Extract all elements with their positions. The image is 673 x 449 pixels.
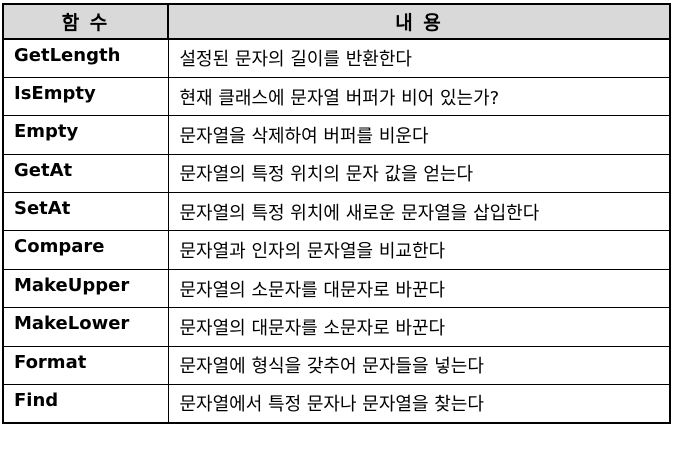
header-description: 내 용 bbox=[167, 3, 671, 40]
description-cell: 현재 클래스에 문자열 버퍼가 비어 있는가? bbox=[167, 76, 671, 117]
function-name-cell: Format bbox=[2, 345, 169, 386]
table-row: MakeLower 문자열의 대문자를 소문자로 바꾼다 bbox=[2, 307, 671, 347]
function-name-cell: MakeUpper bbox=[2, 268, 169, 309]
function-name-cell: Empty bbox=[2, 115, 169, 155]
table-row: SetAt 문자열의 특정 위치에 새로운 문자열을 삽입한다 bbox=[2, 192, 671, 232]
table-row: GetLength 설정된 문자의 길이를 반환한다 bbox=[2, 38, 671, 78]
function-table: 함 수 내 용 GetLength 설정된 문자의 길이를 반환한다 IsEmp… bbox=[2, 3, 671, 424]
table-row: Compare 문자열과 인자의 문자열을 비교한다 bbox=[2, 230, 671, 270]
function-name-cell: Compare bbox=[2, 230, 169, 270]
function-table-container: 함 수 내 용 GetLength 설정된 문자의 길이를 반환한다 IsEmp… bbox=[2, 3, 671, 445]
table-row: GetAt 문자열의 특정 위치의 문자 값을 얻는다 bbox=[2, 153, 671, 194]
description-cell: 문자열의 특정 위치의 문자 값을 얻는다 bbox=[167, 153, 671, 194]
function-name-cell: Find bbox=[2, 384, 169, 424]
description-cell: 문자열의 특정 위치에 새로운 문자열을 삽입한다 bbox=[167, 192, 671, 232]
function-name-cell: SetAt bbox=[2, 192, 169, 232]
description-cell: 설정된 문자의 길이를 반환한다 bbox=[167, 38, 671, 78]
table-header-row: 함 수 내 용 bbox=[2, 3, 671, 40]
function-name-cell: IsEmpty bbox=[2, 76, 169, 117]
description-cell: 문자열의 소문자를 대문자로 바꾼다 bbox=[167, 268, 671, 309]
table-row: Find 문자열에서 특정 문자나 문자열을 찾는다 bbox=[2, 384, 671, 424]
description-cell: 문자열에 형식을 갖추어 문자들을 넣는다 bbox=[167, 345, 671, 386]
table-row: Empty 문자열을 삭제하여 버퍼를 비운다 bbox=[2, 115, 671, 155]
description-cell: 문자열을 삭제하여 버퍼를 비운다 bbox=[167, 115, 671, 155]
header-function: 함 수 bbox=[2, 3, 169, 40]
table-row: Format 문자열에 형식을 갖추어 문자들을 넣는다 bbox=[2, 345, 671, 386]
function-name-cell: GetAt bbox=[2, 153, 169, 194]
description-cell: 문자열에서 특정 문자나 문자열을 찾는다 bbox=[167, 384, 671, 424]
function-name-cell: MakeLower bbox=[2, 307, 169, 347]
table-row: MakeUpper 문자열의 소문자를 대문자로 바꾼다 bbox=[2, 268, 671, 309]
function-name-cell: GetLength bbox=[2, 38, 169, 78]
table-row: IsEmpty 현재 클래스에 문자열 버퍼가 비어 있는가? bbox=[2, 76, 671, 117]
description-cell: 문자열의 대문자를 소문자로 바꾼다 bbox=[167, 307, 671, 347]
description-cell: 문자열과 인자의 문자열을 비교한다 bbox=[167, 230, 671, 270]
